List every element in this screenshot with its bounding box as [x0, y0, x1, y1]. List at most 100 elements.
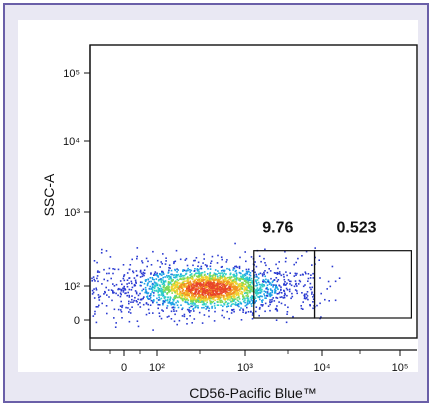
- event-dot: [222, 275, 224, 277]
- event-dot: [183, 313, 186, 316]
- event-dot: [211, 296, 214, 298]
- event-dot: [251, 297, 254, 300]
- event-dot: [232, 279, 235, 282]
- event-dot: [181, 294, 183, 296]
- event-dot: [143, 282, 146, 285]
- event-dot: [198, 289, 201, 292]
- event-dot: [221, 294, 223, 297]
- event-dot: [155, 283, 157, 285]
- event-dot: [117, 287, 120, 290]
- event-dot: [209, 271, 212, 274]
- event-dot: [218, 278, 220, 281]
- event-dot: [208, 283, 210, 286]
- event-dot: [284, 250, 286, 253]
- event-dot: [141, 261, 144, 264]
- event-dot: [145, 290, 147, 293]
- event-dot: [151, 277, 154, 279]
- event-dot: [128, 320, 131, 323]
- event-dot: [219, 278, 222, 281]
- event-dot: [165, 287, 167, 290]
- event-dot: [168, 300, 171, 303]
- event-dot: [130, 301, 132, 303]
- event-dot: [254, 297, 257, 300]
- event-dot: [221, 265, 223, 268]
- event-dot: [256, 292, 258, 294]
- event-dot: [177, 301, 180, 303]
- event-dot: [166, 307, 168, 309]
- event-dot: [129, 312, 132, 314]
- event-dot: [278, 292, 280, 295]
- event-dot: [224, 292, 227, 294]
- event-dot: [212, 282, 214, 284]
- event-dot: [176, 271, 178, 273]
- event-dot: [197, 305, 199, 307]
- event-dot: [160, 281, 163, 283]
- event-dot: [246, 289, 249, 292]
- event-dot: [214, 276, 217, 278]
- event-dot: [204, 273, 206, 276]
- event-dot: [172, 308, 175, 311]
- event-dot: [147, 292, 150, 294]
- event-dot: [230, 280, 233, 283]
- event-dot: [314, 256, 316, 259]
- event-dot: [175, 249, 178, 252]
- event-dot: [174, 280, 177, 282]
- event-dot: [191, 285, 193, 288]
- event-dot: [206, 297, 208, 300]
- event-dot: [113, 291, 115, 294]
- event-dot: [153, 292, 155, 294]
- event-dot: [166, 287, 168, 289]
- event-dot: [136, 320, 139, 322]
- event-dot: [306, 291, 309, 293]
- event-dot: [202, 297, 204, 299]
- event-dot: [184, 296, 187, 299]
- event-dot: [191, 303, 194, 305]
- event-dot: [216, 288, 218, 291]
- event-dot: [156, 297, 158, 300]
- event-dot: [197, 261, 200, 264]
- event-dot: [255, 294, 258, 297]
- event-dot: [208, 297, 211, 299]
- event-dot: [184, 292, 187, 294]
- event-dot: [187, 291, 190, 293]
- event-dot: [236, 266, 238, 269]
- event-dot: [179, 291, 181, 293]
- event-dot: [177, 293, 179, 296]
- event-dot: [277, 267, 279, 270]
- event-dot: [178, 282, 181, 284]
- event-dot: [288, 288, 291, 291]
- event-dot: [255, 289, 258, 292]
- event-dot: [137, 294, 140, 297]
- event-dot: [174, 313, 176, 316]
- event-dot: [250, 303, 253, 305]
- event-dot: [241, 284, 243, 286]
- event-dot: [185, 257, 188, 260]
- event-dot: [253, 276, 256, 278]
- y-tick-label: 10⁵: [63, 68, 80, 80]
- event-dot: [188, 310, 190, 312]
- event-dot: [305, 297, 308, 299]
- event-dot: [173, 262, 175, 265]
- event-dot: [200, 289, 203, 292]
- event-dot: [245, 268, 248, 271]
- event-dot: [200, 284, 203, 287]
- event-dot: [248, 302, 251, 304]
- event-dot: [211, 307, 213, 309]
- event-dot: [190, 269, 193, 272]
- event-dot: [258, 308, 261, 310]
- x-tick-label: 10⁴: [314, 362, 331, 374]
- event-dot: [286, 313, 288, 315]
- event-dot: [200, 267, 203, 270]
- event-dot: [184, 283, 186, 285]
- event-dot: [185, 298, 188, 301]
- event-dot: [188, 294, 190, 297]
- event-dot: [187, 283, 190, 286]
- event-dot: [227, 305, 230, 307]
- event-dot: [233, 291, 236, 294]
- event-dot: [163, 297, 166, 300]
- event-dot: [289, 272, 291, 274]
- event-dot: [209, 293, 212, 296]
- event-dot: [213, 305, 216, 307]
- event-dot: [210, 287, 212, 290]
- event-dot: [246, 297, 249, 300]
